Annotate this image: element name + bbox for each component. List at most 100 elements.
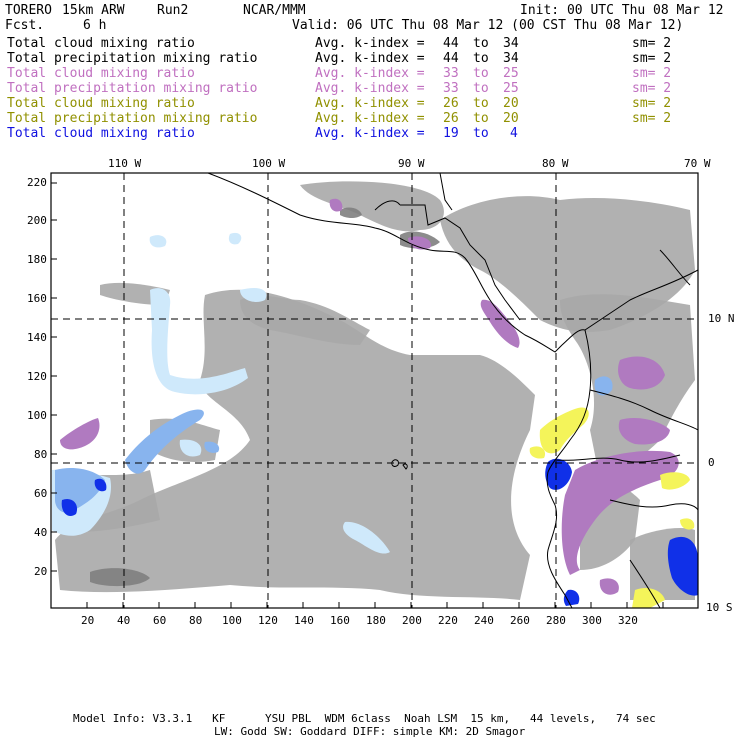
model-name: TORERO	[5, 3, 52, 18]
forecast-label: Fcst.	[5, 18, 45, 33]
central-america-pacific-coast	[207, 173, 586, 353]
legend-field-name: Total cloud mixing ratio	[7, 126, 195, 141]
legend-kindex-to: 4	[510, 126, 518, 141]
axis-ticks	[51, 182, 664, 608]
y-tick-label: 80	[34, 448, 48, 461]
legend-kindex-to: 34	[503, 51, 519, 66]
x-tick-label: 300	[582, 614, 602, 627]
y-tick-label: 200	[27, 214, 47, 227]
y-tick-label: 40	[34, 526, 48, 539]
forecast-hour: 6 h	[83, 18, 107, 33]
x-tick-label: 100	[222, 614, 242, 627]
model-org: NCAR/MMM	[243, 3, 306, 18]
legend-kindex-to-word: to	[473, 126, 489, 141]
cloud-fields	[52, 181, 698, 608]
central-america-caribbean-coast	[400, 204, 521, 321]
valid-time: Valid: 06 UTC Thu 08 Mar 12 (00 CST Thu …	[292, 18, 684, 33]
lat-label: 10 N	[708, 312, 735, 325]
colombia-caribbean-coast	[584, 269, 698, 331]
legend-kindex-from: 44	[443, 51, 459, 66]
legend-kindex-from: 44	[443, 36, 459, 51]
x-tick-label: 80	[189, 614, 203, 627]
legend-kindex-to: 20	[503, 111, 519, 126]
x-tick-label: 140	[294, 614, 314, 627]
legend-field-name: Total precipitation mixing ratio	[7, 111, 258, 126]
lon-label: 90 W	[398, 157, 425, 170]
x-tick-label: 280	[546, 614, 566, 627]
legend-smoothing: sm= 2	[632, 36, 672, 51]
model-run: Run2	[157, 3, 189, 18]
x-tick-label: 200	[402, 614, 422, 627]
y-tick-label: 120	[27, 370, 47, 383]
coastlines	[207, 173, 698, 608]
colombia-border	[589, 389, 698, 431]
x-tick-label: 20	[81, 614, 95, 627]
legend-smoothing: sm= 2	[632, 96, 672, 111]
legend-kindex-label: Avg. k-index =	[315, 66, 425, 81]
legend-smoothing: sm= 2	[632, 81, 672, 96]
legend-kindex-to: 20	[503, 96, 519, 111]
legend-kindex-label: Avg. k-index =	[315, 126, 425, 141]
x-tick-label: 320	[618, 614, 638, 627]
yucatan-coast	[374, 200, 401, 211]
peru-bolivia-border	[629, 559, 661, 608]
legend-field-name: Total precipitation mixing ratio	[7, 51, 258, 66]
x-tick-label: 180	[366, 614, 386, 627]
venezuela-border	[659, 249, 691, 286]
y-tick-label: 20	[34, 565, 48, 578]
legend-kindex-to: 34	[503, 36, 519, 51]
legend-kindex-to-word: to	[473, 51, 489, 66]
legend-field-name: Total precipitation mixing ratio	[7, 81, 258, 96]
legend-kindex-from: 19	[443, 126, 459, 141]
y-tick-label: 60	[34, 487, 48, 500]
legend: Total cloud mixing ratio Avg. k-index = …	[0, 0, 740, 141]
x-tick-label: 260	[510, 614, 530, 627]
legend-smoothing: sm= 2	[632, 66, 672, 81]
peru-border	[609, 499, 698, 511]
legend-field-name: Total cloud mixing ratio	[7, 36, 195, 51]
legend-kindex-label: Avg. k-index =	[315, 96, 425, 111]
y-tick-label: 100	[27, 409, 47, 422]
init-time: Init: 00 UTC Thu 08 Mar 12	[520, 3, 724, 18]
model-resolution: 15km ARW	[62, 3, 125, 18]
lat-label: 10 S	[706, 601, 733, 614]
magenta-cloud-field	[60, 198, 679, 595]
blue-cloud-field	[61, 370, 698, 606]
x-tick-label: 220	[438, 614, 458, 627]
y-tick-label: 160	[27, 292, 47, 305]
legend-kindex-label: Avg. k-index =	[315, 81, 425, 96]
y-tick-label: 140	[27, 331, 47, 344]
legend-smoothing: sm= 2	[632, 51, 672, 66]
legend-kindex-label: Avg. k-index =	[315, 36, 425, 51]
x-tick-label: 60	[153, 614, 167, 627]
legend-kindex-to: 25	[503, 66, 519, 81]
model-info-line-2: LW: Godd SW: Goddard DIFF: simple KM: 2D…	[214, 725, 526, 738]
x-tick-label: 240	[474, 614, 494, 627]
lon-label: 100 W	[252, 157, 286, 170]
legend-kindex-to-word: to	[473, 96, 489, 111]
x-tick-label: 120	[258, 614, 278, 627]
lat-label: 0	[708, 456, 715, 469]
legend-field-name: Total cloud mixing ratio	[7, 96, 195, 111]
legend-kindex-to-word: to	[473, 36, 489, 51]
legend-kindex-from: 33	[443, 81, 459, 96]
legend-kindex-label: Avg. k-index =	[315, 51, 425, 66]
x-tick-label: 40	[117, 614, 131, 627]
lon-label: 110 W	[108, 157, 142, 170]
legend-kindex-to: 25	[503, 81, 519, 96]
y-tick-label: 180	[27, 253, 47, 266]
legend-kindex-to-word: to	[473, 66, 489, 81]
lat-lon-grid	[51, 173, 698, 608]
legend-kindex-label: Avg. k-index =	[315, 111, 425, 126]
galapagos-islands	[391, 459, 408, 470]
legend-kindex-to-word: to	[473, 81, 489, 96]
lon-label: 70 W	[684, 157, 711, 170]
legend-kindex-from: 26	[443, 111, 459, 126]
model-info-line-1: Model Info: V3.3.1 KF YSU PBL WDM 6class…	[73, 712, 656, 725]
belize-border	[439, 173, 453, 211]
legend-smoothing: sm= 2	[632, 111, 672, 126]
legend-kindex-from: 33	[443, 66, 459, 81]
lon-label: 80 W	[542, 157, 569, 170]
ecuador-border	[554, 454, 681, 463]
